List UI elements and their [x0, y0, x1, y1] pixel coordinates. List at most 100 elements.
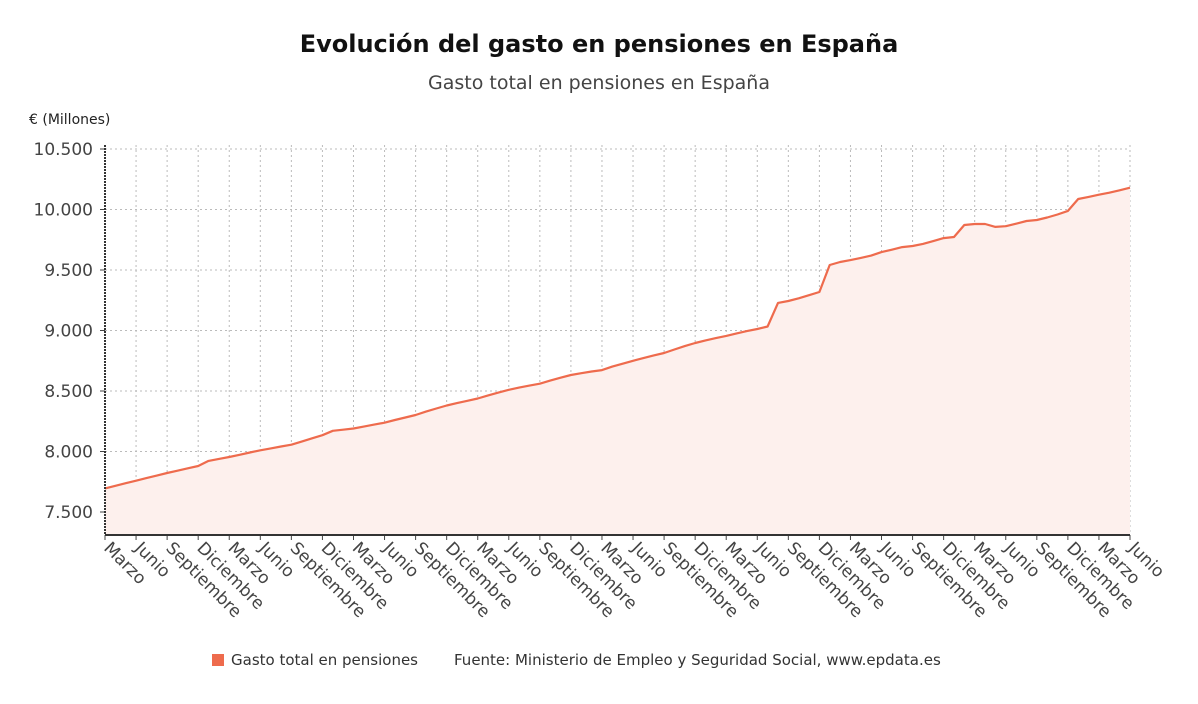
data-point	[1106, 190, 1112, 196]
y-tick-label: 7.500	[44, 503, 93, 523]
data-point	[651, 352, 657, 358]
data-point	[951, 234, 957, 240]
data-point	[1023, 218, 1029, 224]
data-point	[961, 222, 967, 228]
data-point	[392, 417, 398, 423]
data-point	[350, 426, 356, 432]
chart-subtitle: Gasto total en pensiones en España	[428, 72, 770, 94]
data-point	[319, 432, 325, 438]
series-line	[104, 186, 1131, 490]
data-point	[661, 350, 667, 356]
data-point	[371, 422, 377, 428]
legend: Gasto total en pensiones Fuente: Ministe…	[212, 651, 941, 669]
data-point	[910, 243, 916, 249]
data-point	[268, 445, 274, 451]
data-point	[464, 398, 470, 404]
data-point	[413, 412, 419, 418]
data-point	[216, 456, 222, 462]
data-point	[361, 424, 367, 430]
data-point	[154, 473, 160, 479]
data-point	[206, 458, 212, 464]
data-point	[402, 415, 408, 421]
data-point	[640, 355, 646, 361]
data-point	[754, 326, 760, 332]
data-point	[1044, 214, 1050, 220]
data-point	[143, 475, 149, 481]
data-point	[609, 364, 615, 370]
data-point	[816, 289, 822, 295]
data-point	[526, 383, 532, 389]
y-tick-label: 10.500	[34, 140, 93, 160]
data-point	[185, 465, 191, 471]
data-point	[589, 369, 595, 375]
data-point	[1034, 217, 1040, 223]
data-point	[516, 385, 522, 391]
data-point	[941, 235, 947, 241]
data-point	[889, 247, 895, 253]
data-point	[1075, 196, 1081, 202]
y-axis-label: € (Millones)	[29, 112, 111, 128]
data-point	[340, 427, 346, 433]
data-point	[537, 381, 543, 387]
data-point	[444, 403, 450, 409]
data-point	[195, 463, 201, 469]
y-tick-label: 8.000	[44, 443, 93, 463]
data-point	[692, 340, 698, 346]
data-point	[796, 295, 802, 301]
data-point	[992, 224, 998, 230]
data-point	[288, 442, 294, 448]
data-point	[475, 396, 481, 402]
data-point	[620, 361, 626, 367]
data-point	[495, 390, 501, 396]
source-text: Fuente: Ministerio de Empleo y Seguridad…	[454, 651, 941, 669]
data-point	[868, 253, 874, 259]
data-point	[226, 454, 232, 460]
data-point	[723, 333, 729, 339]
legend-swatch	[212, 654, 224, 666]
data-point	[930, 238, 936, 244]
data-point	[278, 444, 284, 450]
y-tick-label: 9.000	[44, 322, 93, 342]
data-point	[112, 483, 118, 489]
data-point	[485, 392, 491, 398]
series-area	[105, 187, 1130, 535]
chart-title: Evolución del gasto en pensiones en Espa…	[299, 30, 899, 58]
data-point	[1127, 185, 1133, 191]
data-point	[671, 346, 677, 352]
data-point	[578, 370, 584, 376]
data-point	[257, 447, 263, 453]
data-point	[423, 409, 429, 415]
data-point	[837, 259, 843, 265]
data-point	[1086, 194, 1092, 200]
data-point	[454, 400, 460, 406]
data-point	[744, 328, 750, 334]
data-point	[247, 449, 253, 455]
data-point	[1013, 221, 1019, 227]
data-point	[330, 428, 336, 434]
data-point	[599, 367, 605, 373]
data-point	[765, 324, 771, 330]
data-point	[568, 372, 574, 378]
data-point	[734, 330, 740, 336]
data-point	[899, 244, 905, 250]
y-tick-label: 9.500	[44, 261, 93, 281]
data-point	[547, 378, 553, 384]
data-point	[1096, 192, 1102, 198]
data-point	[299, 439, 305, 445]
data-point	[1003, 223, 1009, 229]
data-point	[382, 420, 388, 426]
data-point	[630, 358, 636, 364]
data-point	[1117, 187, 1123, 193]
data-point	[920, 241, 926, 247]
data-point	[506, 387, 512, 393]
data-point	[174, 468, 180, 474]
data-point	[703, 337, 709, 343]
y-tick-label: 10.000	[34, 200, 93, 220]
data-point	[785, 298, 791, 304]
data-point	[433, 406, 439, 412]
data-point	[133, 478, 139, 484]
data-point	[972, 221, 978, 227]
legend-label: Gasto total en pensiones	[231, 651, 418, 669]
data-point	[123, 480, 129, 486]
